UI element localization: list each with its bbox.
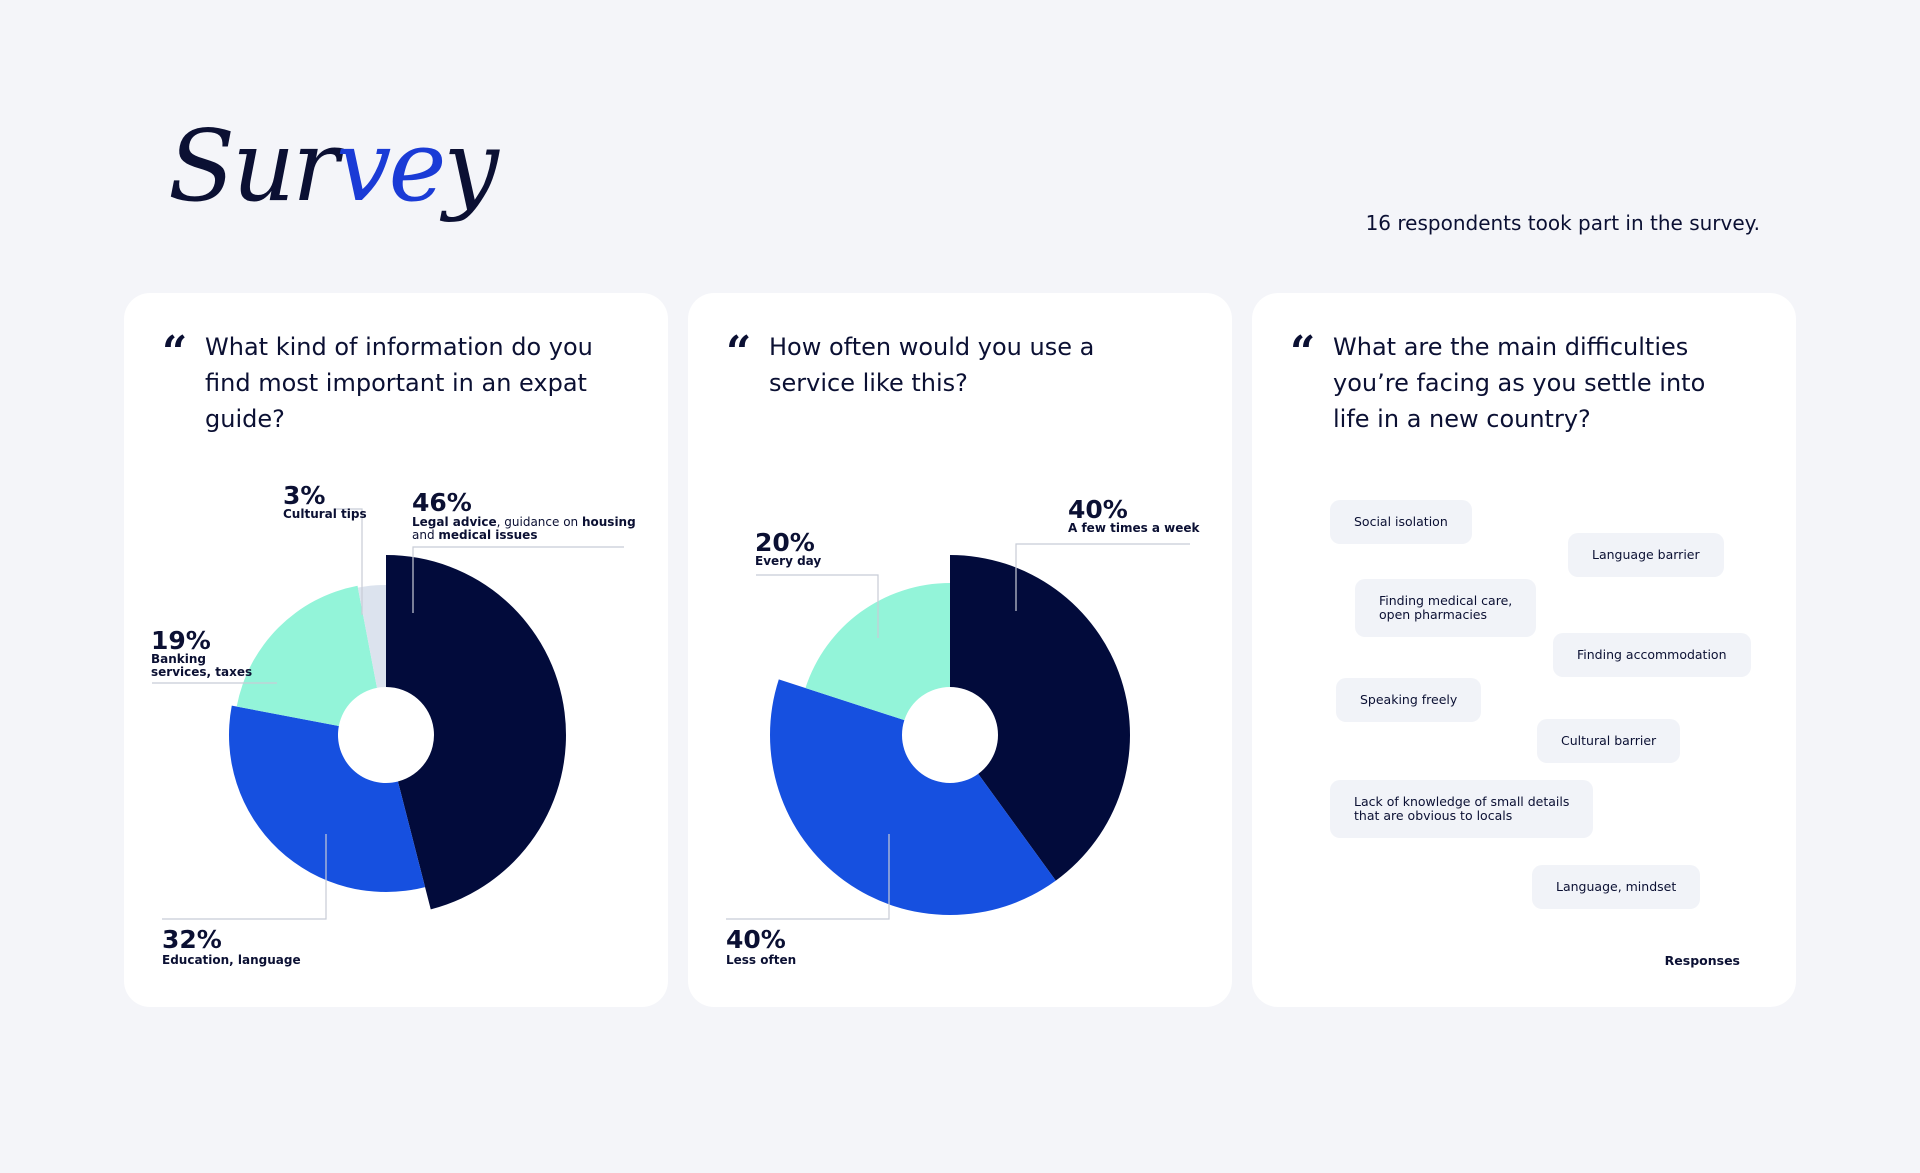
pie-slice <box>950 555 1130 881</box>
question-text: What are the main difficulties you’re fa… <box>1333 333 1706 433</box>
card-usage-frequency: “ How often would you use a service like… <box>688 293 1232 1007</box>
title-part-3: y <box>443 110 498 224</box>
response-tag: Speaking freely <box>1336 678 1482 722</box>
quote-icon: “ <box>162 327 188 378</box>
page-title: Survey <box>168 118 499 216</box>
response-tag: Language, mindset <box>1532 865 1701 909</box>
quote-icon: “ <box>726 327 752 378</box>
data-label-percent: 46% <box>412 488 472 517</box>
leader-line <box>162 834 327 920</box>
response-tag: Social isolation <box>1330 500 1472 544</box>
data-label-category: Legal advice, guidance on housing <box>412 515 636 529</box>
data-label-category: Education, language <box>162 953 301 967</box>
pie-slice <box>229 705 426 893</box>
response-tag: Lack of knowledge of small details that … <box>1330 780 1594 838</box>
data-label-category: and medical issues <box>412 528 537 542</box>
data-label-category: services, taxes <box>151 665 252 679</box>
title-part-2: ve <box>336 110 446 224</box>
pie-slice <box>357 585 386 688</box>
data-label-category: Cultural tips <box>283 507 367 521</box>
data-label-percent: 40% <box>1068 495 1128 524</box>
leader-line <box>1015 543 1190 611</box>
quote-icon: “ <box>1290 327 1316 378</box>
data-label-category: A few times a week <box>1068 521 1201 535</box>
respondents-note: 16 respondents took part in the survey. <box>1365 211 1760 235</box>
pie-slice <box>236 585 378 727</box>
title-part-1: Sur <box>168 110 339 224</box>
data-label-category: Every day <box>755 554 821 568</box>
data-label-percent: 19% <box>151 626 211 655</box>
leader-line <box>756 574 879 638</box>
data-label-percent: 40% <box>726 925 786 954</box>
pie-slice <box>386 555 567 910</box>
card-difficulties: “ What are the main difficulties you’re … <box>1252 293 1796 1007</box>
data-label-percent: 20% <box>755 528 815 557</box>
pie-chart-information: 46%Legal advice, guidance on housingand … <box>151 481 636 967</box>
card-information-importance: “ What kind of information do you find m… <box>124 293 668 1007</box>
leader-line <box>726 834 890 920</box>
data-label-category: Banking <box>151 652 206 666</box>
responses-label: Responses <box>1664 953 1740 968</box>
data-label-percent: 32% <box>162 925 222 954</box>
response-tag: Language barrier <box>1568 533 1724 577</box>
response-tag: Finding accommodation <box>1553 633 1751 677</box>
question-text: How often would you use a service like t… <box>769 333 1095 397</box>
response-tag: Cultural barrier <box>1537 719 1681 763</box>
data-label-percent: 3% <box>283 481 325 510</box>
leader-line <box>334 508 363 615</box>
question-text: What kind of information do you find mos… <box>205 333 593 433</box>
leader-line <box>412 546 624 613</box>
data-label-category: Less often <box>726 953 796 967</box>
pie-slice <box>770 679 1056 915</box>
response-tag: Finding medical care, open pharmacies <box>1355 579 1537 637</box>
pie-slice <box>805 583 950 721</box>
